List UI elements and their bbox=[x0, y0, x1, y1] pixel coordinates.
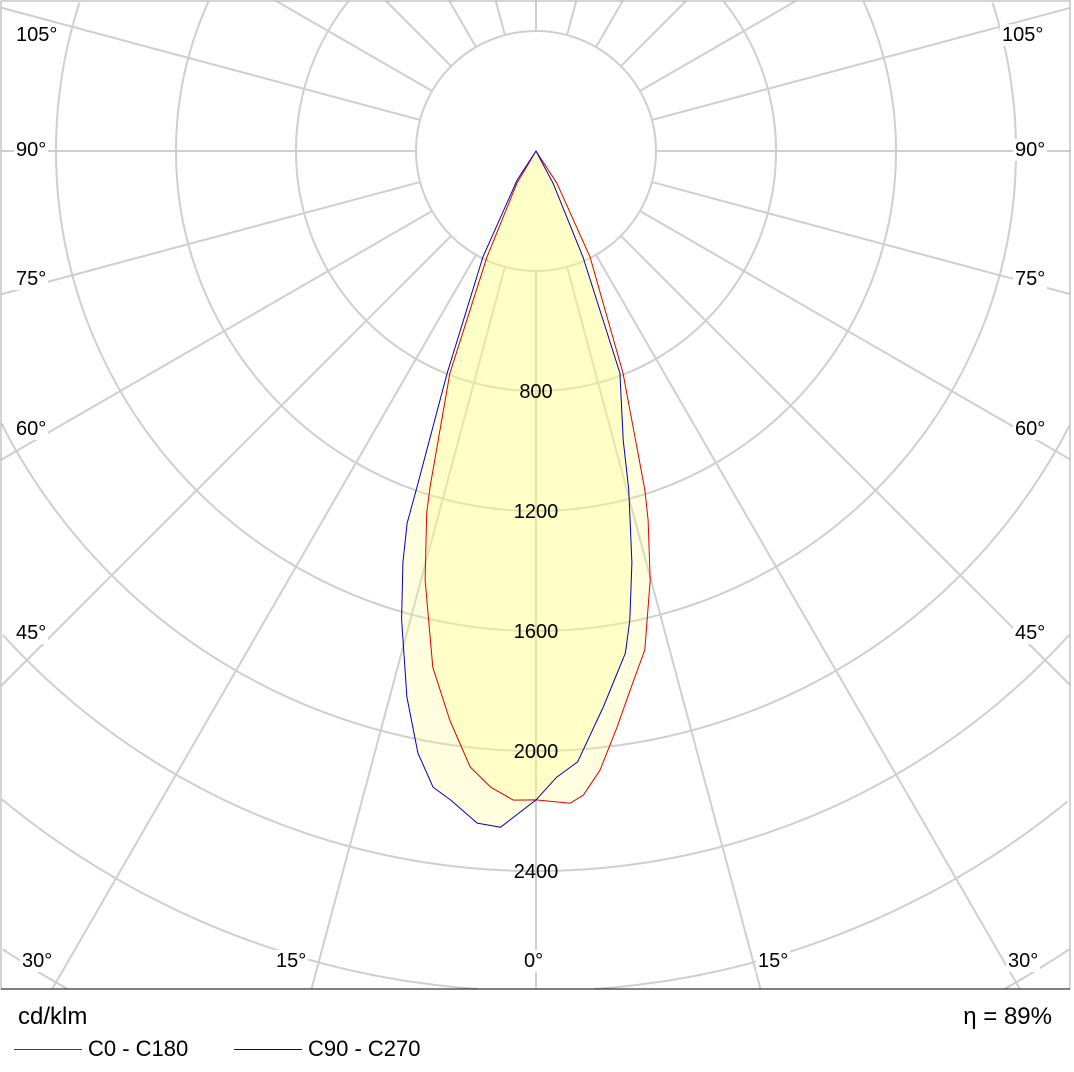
grid-spoke bbox=[620, 0, 687, 67]
angle-label-0: 0° bbox=[522, 950, 546, 972]
grid-ring bbox=[2, 634, 1070, 872]
ring-label-800: 800 bbox=[519, 381, 552, 403]
efficiency-symbol: η = bbox=[963, 1003, 998, 1030]
grid-spoke bbox=[639, 0, 797, 92]
angle-label-left-90: 90° bbox=[14, 139, 49, 161]
grid-spoke bbox=[448, 0, 477, 48]
angle-label-left-45: 45° bbox=[14, 622, 49, 644]
grid-spoke bbox=[620, 235, 1071, 686]
ring-label-2000: 2000 bbox=[514, 741, 559, 763]
grid-spoke bbox=[0, 6, 421, 121]
legend-swatch-red bbox=[14, 1048, 82, 1050]
grid-spoke bbox=[385, 0, 452, 67]
grid-spoke bbox=[566, 266, 762, 990]
ring-label-1600: 1600 bbox=[514, 621, 559, 643]
curve-fill-1 bbox=[401, 151, 632, 828]
grid-spoke bbox=[494, 0, 506, 36]
grid-spoke bbox=[595, 0, 624, 48]
legend-label: C90 - C270 bbox=[308, 1036, 421, 1061]
angle-label-right-30: 30° bbox=[1006, 950, 1041, 972]
grid-ring bbox=[594, 800, 1069, 990]
ring-label-1200: 1200 bbox=[514, 501, 559, 523]
grid-spoke bbox=[275, 0, 433, 92]
grid-spoke bbox=[566, 0, 578, 36]
grid-spoke bbox=[595, 254, 1021, 990]
legend-swatch-blue bbox=[234, 1048, 302, 1050]
angle-label-left-60: 60° bbox=[14, 418, 49, 440]
curve-line-c0-c180 bbox=[424, 150, 651, 804]
angle-label-right-45: 45° bbox=[1013, 622, 1048, 644]
unit-label: cd/klm bbox=[18, 1003, 88, 1030]
ring-label-2400: 2400 bbox=[514, 861, 559, 883]
grid-spoke bbox=[0, 235, 452, 687]
angle-label-left-15: 15° bbox=[274, 950, 309, 972]
legend-label: C0 - C180 bbox=[88, 1036, 189, 1061]
grid-spoke bbox=[0, 210, 433, 461]
ring-labels: 800 1200 1600 2000 2400 bbox=[514, 381, 559, 883]
curve-fill-0 bbox=[425, 151, 651, 804]
legend-item-c90-c270: C90 - C270 bbox=[234, 1036, 421, 1062]
angle-label-right-90: 90° bbox=[1013, 139, 1048, 161]
grid-spoke bbox=[639, 210, 1071, 461]
angle-label-left-105: 105° bbox=[14, 24, 60, 46]
curve-line-c90-c270 bbox=[401, 150, 633, 828]
legend-item-c0-c180: C0 - C180 bbox=[14, 1036, 188, 1062]
angle-label-right-15: 15° bbox=[756, 950, 791, 972]
grid-spoke bbox=[0, 181, 421, 296]
grid-ring bbox=[1, 798, 478, 990]
grid-ring bbox=[175, 1, 897, 512]
grid-ring bbox=[0, 422, 1071, 752]
grid-ring bbox=[295, 0, 777, 392]
angle-label-right-105: 105° bbox=[1000, 24, 1046, 46]
grid-ring bbox=[55, 2, 1017, 632]
angle-label-right-60: 60° bbox=[1013, 418, 1048, 440]
efficiency-value: 89% bbox=[1003, 1003, 1052, 1030]
angle-label-left-75: 75° bbox=[14, 268, 49, 290]
grid-spoke bbox=[51, 254, 477, 990]
efficiency-readout: η = 89% bbox=[963, 1003, 1052, 1031]
curve-fills bbox=[401, 151, 651, 828]
grid-spoke bbox=[310, 266, 506, 990]
curve-lines bbox=[401, 150, 651, 828]
angle-label-right-75: 75° bbox=[1013, 268, 1048, 290]
angle-label-left-30: 30° bbox=[20, 950, 55, 972]
